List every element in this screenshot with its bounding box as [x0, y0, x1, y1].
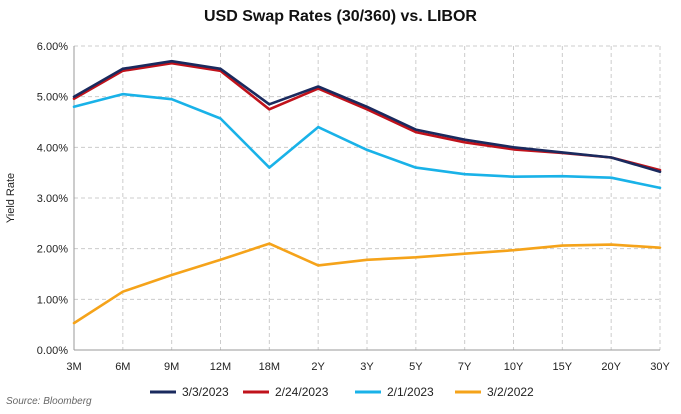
x-tick-label: 10Y — [504, 361, 524, 373]
x-tick-label: 2Y — [311, 361, 325, 373]
x-tick-label: 7Y — [458, 361, 472, 373]
x-tick-label: 6M — [115, 361, 130, 373]
x-tick-label: 12M — [210, 361, 231, 373]
series-line — [72, 59, 662, 173]
x-tick-label: 5Y — [409, 361, 423, 373]
y-axis-label: Yield Rate — [5, 173, 17, 223]
legend-label: 3/3/2023 — [182, 385, 229, 399]
y-tick-label: 2.00% — [37, 244, 68, 256]
y-tick-label: 4.00% — [37, 142, 68, 154]
series-line — [72, 92, 662, 190]
y-tick-label: 6.00% — [37, 41, 68, 53]
legend: 3/3/2023 2/24/2023 2/1/2023 3/2/2022 — [150, 385, 534, 399]
x-tick-label: 3M — [66, 361, 81, 373]
legend-label: 2/24/2023 — [275, 385, 329, 399]
y-tick-label: 5.00% — [37, 92, 68, 104]
chart-title: USD Swap Rates (30/360) vs. LIBOR — [204, 8, 477, 25]
series-lines — [72, 59, 662, 325]
x-tick-label: 20Y — [601, 361, 621, 373]
x-tick-label: 15Y — [553, 361, 573, 373]
y-tick-label: 1.00% — [37, 294, 68, 306]
x-tick-label: 18M — [259, 361, 280, 373]
source-note: Source: Bloomberg — [6, 396, 92, 407]
x-tick-label: 9M — [164, 361, 179, 373]
x-tick-label: 30Y — [650, 361, 670, 373]
x-tick-label: 3Y — [360, 361, 374, 373]
axes: 0.00% 1.00% 2.00% 3.00% 4.00% 5.00% 6.00% 3M 6M 9… — [37, 41, 671, 373]
y-tick-label: 0.00% — [37, 345, 68, 357]
grid-lines — [74, 45, 661, 350]
legend-label: 3/2/2022 — [487, 385, 534, 399]
legend-label: 2/1/2023 — [387, 385, 434, 399]
y-tick-label: 3.00% — [37, 193, 68, 205]
series-line — [72, 242, 662, 325]
